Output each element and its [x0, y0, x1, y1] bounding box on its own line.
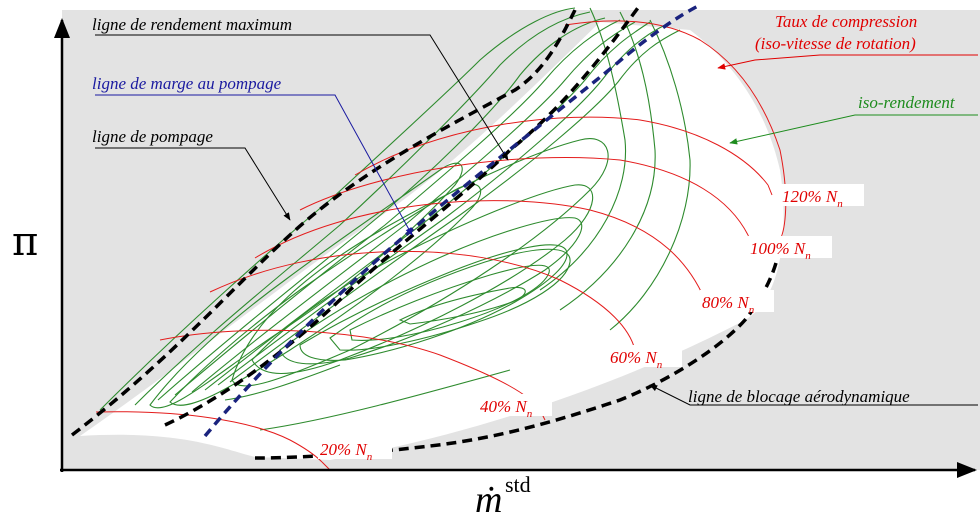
svg-text:40% Nn: 40% Nn: [480, 397, 533, 420]
leader-choke: [649, 384, 978, 406]
speed-label-40: 40% Nn: [478, 394, 552, 420]
speed-line-20: [95, 411, 323, 463]
speed-label-60: 60% Nn: [608, 345, 682, 371]
speed-label-120: 120% Nn: [780, 184, 864, 210]
label-pressure-ratio-1: Taux de compression: [775, 12, 917, 31]
speed-line-120: [354, 116, 769, 186]
speed-line-80: [254, 200, 706, 301]
speed-line-40: [159, 329, 541, 411]
speed-line-100: [299, 156, 749, 236]
svg-text:100% Nn: 100% Nn: [750, 239, 811, 262]
leader-pressure-ratio: [717, 54, 978, 70]
label-surge: ligne de pompage: [92, 127, 213, 146]
x-axis-symbol: ṁ: [475, 479, 502, 519]
leader-surge: [95, 147, 291, 221]
speed-labels: 20% Nn 40% Nn 60% Nn 80% Nn 100% Nn 120%…: [318, 184, 864, 463]
svg-text:20% Nn: 20% Nn: [320, 440, 373, 463]
speed-label-20: 20% Nn: [318, 437, 392, 463]
label-pressure-ratio-2: (iso-vitesse de rotation): [755, 34, 916, 53]
leader-iso-efficiency: [729, 114, 978, 145]
iso-speed-lines: [95, 20, 787, 470]
y-axis-symbol: π: [12, 219, 38, 265]
max-efficiency-line: [164, 3, 642, 427]
speed-line-60: [209, 250, 636, 351]
svg-text:80% Nn: 80% Nn: [702, 293, 755, 316]
label-max-efficiency: ligne de rendement maximum: [92, 15, 292, 34]
x-axis-superscript: std: [505, 472, 531, 497]
svg-text:120% Nn: 120% Nn: [782, 187, 843, 210]
svg-text:60% Nn: 60% Nn: [610, 348, 663, 371]
surge-line: [70, 9, 577, 437]
leader-max-efficiency: [95, 34, 509, 161]
label-choke: ligne de blocage aérodynamique: [688, 387, 910, 406]
label-iso-efficiency: iso-rendement: [858, 93, 956, 112]
speed-label-100: 100% Nn: [748, 236, 832, 262]
speed-label-80: 80% Nn: [700, 290, 774, 316]
label-surge-margin: ligne de marge au pompage: [92, 74, 282, 93]
leader-surge-margin: [95, 94, 413, 236]
